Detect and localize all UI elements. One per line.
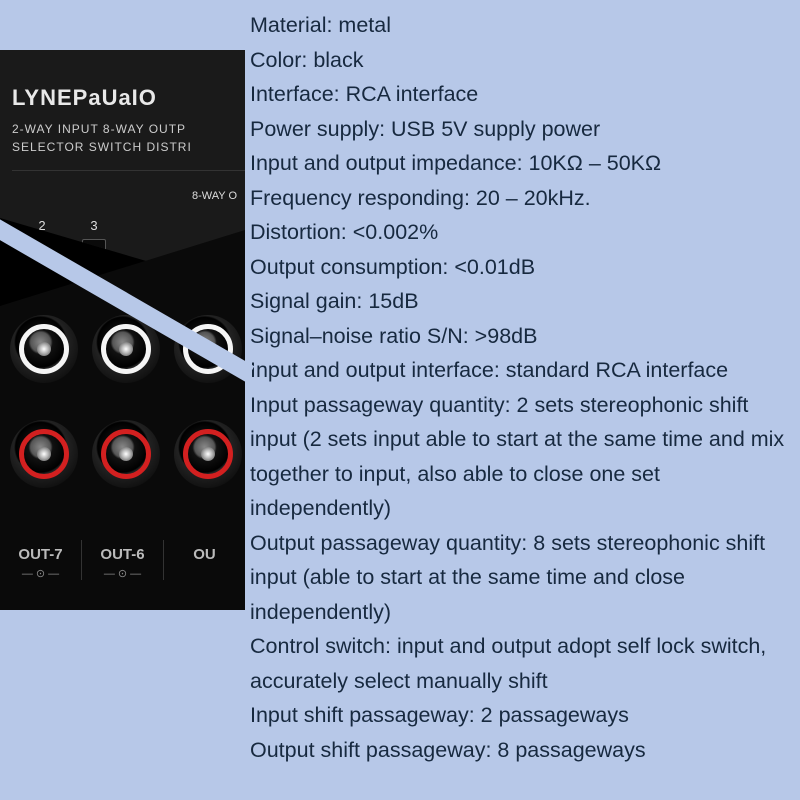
spec-line: Interface: RCA interface — [250, 77, 792, 112]
device-subtitle-1: 2-WAY INPUT 8-WAY OUTP — [12, 122, 186, 136]
spec-line: Input and output interface: standard RCA… — [250, 353, 792, 388]
switch-button-3 — [82, 239, 106, 263]
spec-line: Distortion: <0.002% — [250, 215, 792, 250]
spec-line: Frequency responding: 20 – 20kHz. — [250, 181, 792, 216]
rca-jack-red — [92, 420, 160, 488]
spec-line: Signal gain: 15dB — [250, 284, 792, 319]
device-rear-panel: OUT-7 — ⊙ — OUT-6 — ⊙ — OU — [0, 230, 245, 610]
spec-line: Input and output impedance: 10KΩ – 50KΩ — [250, 146, 792, 181]
spec-line: Color: black — [250, 43, 792, 78]
spec-line: Input passageway quantity: 2 sets stereo… — [250, 388, 792, 526]
device-subtitle-2: SELECTOR SWITCH DISTRI — [12, 140, 192, 154]
spec-line: Power supply: USB 5V supply power — [250, 112, 792, 147]
spec-line: Output passageway quantity: 8 sets stere… — [250, 526, 792, 630]
spec-line: Signal–noise ratio S/N: >98dB — [250, 319, 792, 354]
rca-jack-red — [174, 420, 242, 488]
out-label-partial: OU — [163, 540, 245, 580]
spec-line: Control switch: input and output adopt s… — [250, 629, 792, 698]
divider — [12, 170, 245, 171]
spec-line: Material: metal — [250, 8, 792, 43]
rca-jack-red — [10, 420, 78, 488]
rca-row-red — [10, 420, 242, 488]
spec-line: Output shift passageway: 8 passageways — [250, 733, 792, 768]
spec-list: Material: metal Color: black Interface: … — [250, 8, 792, 767]
out-label-7: OUT-7 — ⊙ — — [0, 540, 81, 580]
eightway-label: 8-WAY O — [192, 190, 237, 202]
output-labels-row: OUT-7 — ⊙ — OUT-6 — ⊙ — OU — [0, 540, 245, 580]
product-image: LYNEPaUaIO 2-WAY INPUT 8-WAY OUTP SELECT… — [0, 50, 245, 610]
switch-label-3: 3 — [90, 218, 97, 233]
spec-line: Input shift passageway: 2 passageways — [250, 698, 792, 733]
spec-line: Output consumption: <0.01dB — [250, 250, 792, 285]
out-label-6: OUT-6 — ⊙ — — [81, 540, 163, 580]
brand-logo: LYNEPaUaIO — [12, 85, 157, 111]
rca-jack-white — [10, 315, 78, 383]
switch-label-2: 2 — [38, 218, 45, 233]
